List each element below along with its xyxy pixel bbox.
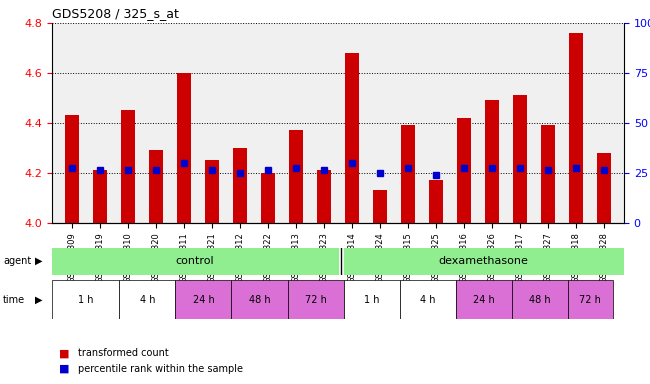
Bar [541,126,555,223]
Bar [52,280,120,319]
Bar [93,170,107,223]
Bar [485,100,499,223]
Text: 24 h: 24 h [192,295,214,305]
Text: ▶: ▶ [34,256,42,266]
Bar [429,180,443,223]
Text: dexamethasone: dexamethasone [439,256,528,266]
Bar [233,148,247,223]
Bar [512,280,568,319]
Text: 4 h: 4 h [140,295,155,305]
Text: ■: ■ [58,348,69,358]
Bar [344,248,624,275]
Text: percentile rank within the sample: percentile rank within the sample [78,364,243,374]
Text: 48 h: 48 h [529,295,551,305]
Bar [289,131,303,223]
Bar [569,33,583,223]
Bar [317,170,331,223]
Text: 4 h: 4 h [420,295,436,305]
Text: agent: agent [3,256,31,266]
Text: control: control [176,256,214,266]
Bar [457,118,471,223]
Bar [176,280,231,319]
Bar [205,161,219,223]
Text: ■: ■ [58,364,69,374]
Bar [373,190,387,223]
Text: 72 h: 72 h [579,295,601,305]
Bar [568,280,613,319]
Bar [177,73,191,223]
Bar [52,248,338,275]
Text: time: time [3,295,25,305]
Bar [514,96,527,223]
Bar [149,151,162,223]
Text: 1 h: 1 h [364,295,380,305]
Text: transformed count: transformed count [78,348,169,358]
Bar [401,126,415,223]
Bar [400,280,456,319]
Text: 48 h: 48 h [249,295,270,305]
Bar [345,53,359,223]
Bar [456,280,512,319]
Bar [121,111,135,223]
Text: ▶: ▶ [34,295,42,305]
Text: 24 h: 24 h [473,295,495,305]
Text: 1 h: 1 h [78,295,94,305]
Bar [64,116,79,223]
Text: 72 h: 72 h [305,295,326,305]
Bar [261,173,275,223]
Bar [344,280,400,319]
Text: GDS5208 / 325_s_at: GDS5208 / 325_s_at [52,7,179,20]
Bar [597,153,612,223]
Bar [120,280,176,319]
Bar [231,280,287,319]
Bar [287,280,344,319]
